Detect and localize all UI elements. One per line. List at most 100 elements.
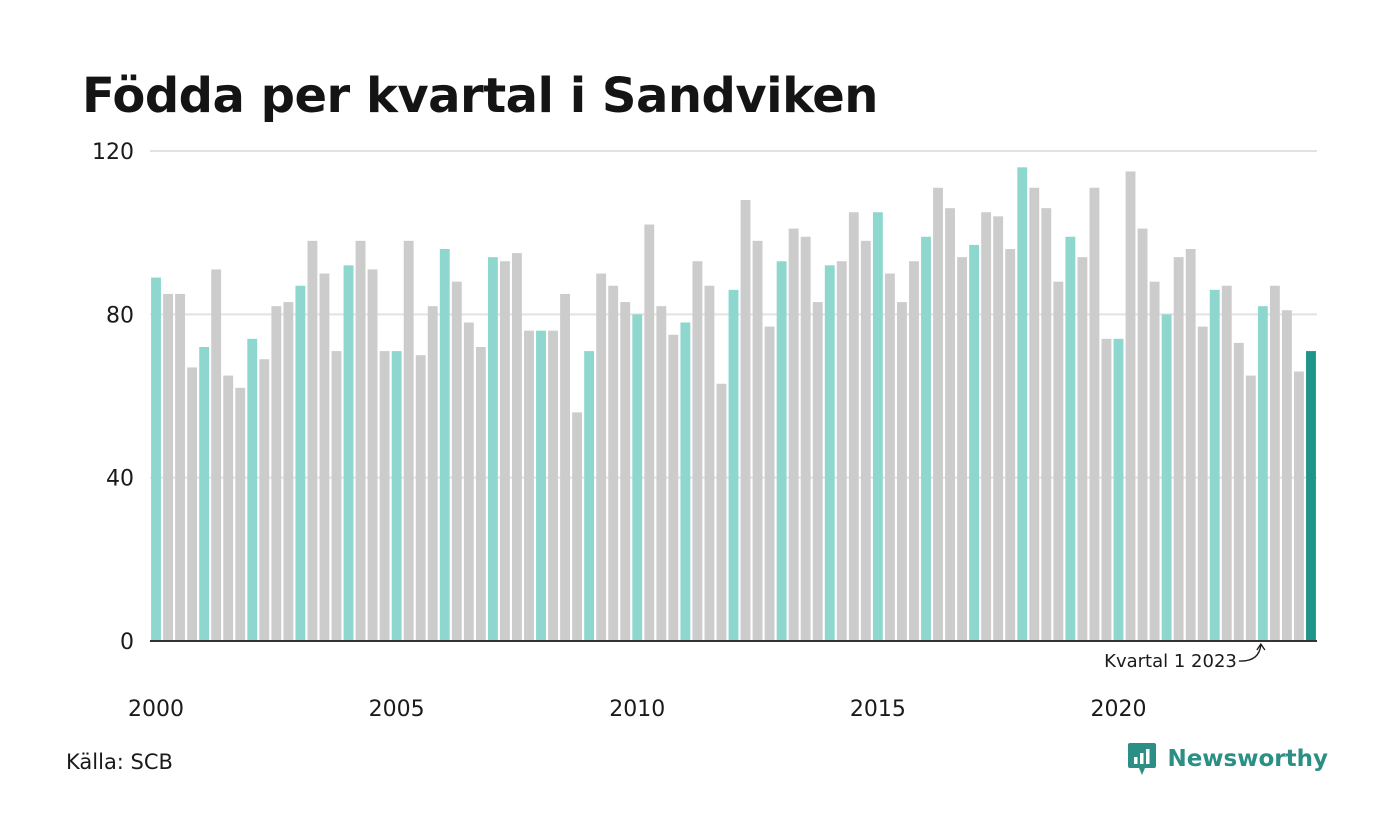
bar	[752, 240, 763, 642]
bar	[1065, 236, 1076, 641]
annotation-arrow	[1238, 642, 1266, 662]
bar	[860, 240, 871, 642]
bar	[536, 330, 546, 641]
bar	[1149, 281, 1160, 641]
y-tick-label: 120	[92, 140, 134, 165]
bar	[1269, 285, 1280, 641]
bar	[716, 383, 727, 641]
x-tick-label: 2005	[369, 697, 425, 722]
bar	[512, 253, 522, 642]
bar	[163, 293, 173, 641]
bar	[836, 261, 847, 641]
bar	[921, 236, 931, 641]
bar	[439, 249, 450, 641]
bar	[1306, 351, 1316, 641]
bar	[175, 293, 186, 641]
bar	[969, 244, 980, 641]
bar	[199, 347, 210, 641]
bar	[487, 257, 498, 641]
bar	[1005, 249, 1016, 641]
bar	[656, 306, 667, 641]
bar	[1233, 342, 1244, 641]
bar	[415, 355, 426, 641]
bar	[499, 261, 510, 641]
brand-name: Newsworthy	[1167, 746, 1328, 772]
bar	[319, 273, 330, 641]
bar	[355, 240, 366, 642]
bar	[704, 285, 715, 641]
bar	[608, 285, 619, 641]
annotation-label: Kvartal 1 2023	[1104, 651, 1237, 672]
bar	[1257, 306, 1268, 641]
y-tick-label: 0	[120, 630, 134, 655]
bar	[187, 367, 198, 641]
bar	[1017, 167, 1028, 642]
x-tick-label: 2015	[850, 697, 906, 722]
bar	[945, 208, 955, 641]
x-tick-label: 2010	[609, 697, 665, 722]
bar	[151, 277, 161, 641]
x-tick-label: 2000	[128, 697, 184, 722]
bar	[981, 212, 992, 641]
bar	[824, 265, 835, 641]
bar	[1125, 171, 1136, 641]
bar	[632, 314, 643, 641]
bar	[367, 269, 378, 641]
x-axis-ticks: 2000 2005 2010 2015 2020	[128, 697, 1146, 722]
bar	[740, 200, 751, 641]
bar	[403, 240, 414, 642]
bar	[1041, 208, 1052, 641]
bar	[800, 236, 811, 641]
bar	[524, 330, 534, 641]
bar	[283, 302, 294, 641]
bar	[379, 351, 390, 641]
bar	[548, 330, 558, 641]
bar	[584, 351, 595, 641]
bar	[463, 322, 474, 641]
bar	[680, 322, 691, 641]
bar	[331, 351, 342, 641]
bar	[1137, 228, 1148, 642]
bar	[1245, 375, 1256, 641]
bar	[872, 212, 883, 641]
bar	[776, 261, 787, 641]
bar	[247, 338, 258, 641]
bar	[957, 257, 968, 641]
bar	[295, 285, 306, 641]
bar	[1209, 289, 1220, 641]
bar	[391, 351, 402, 641]
bar	[764, 326, 775, 641]
y-tick-label: 80	[106, 303, 134, 328]
bar	[572, 412, 583, 641]
y-axis-ticks: 0 40 80 120	[92, 140, 134, 655]
bar	[307, 240, 318, 642]
bar	[1161, 314, 1172, 641]
bar	[993, 216, 1004, 642]
bar	[475, 347, 486, 641]
bar	[848, 212, 859, 641]
bar	[644, 224, 655, 641]
bar	[788, 228, 799, 642]
bar	[933, 187, 943, 641]
bar	[620, 302, 631, 641]
bar	[1221, 285, 1232, 641]
newsworthy-icon	[1128, 743, 1157, 775]
bar	[1281, 310, 1292, 641]
brand-logo: Newsworthy	[1127, 742, 1328, 776]
bar	[668, 334, 679, 641]
bar	[1294, 371, 1304, 641]
bar	[427, 306, 438, 641]
bar	[451, 281, 462, 641]
chart-title: Födda per kvartal i Sandviken	[82, 68, 878, 124]
bar	[1185, 249, 1196, 641]
y-tick-label: 40	[106, 467, 134, 492]
bar	[1029, 187, 1040, 641]
bar	[560, 293, 570, 641]
bar	[235, 387, 246, 641]
latest-annotation: Kvartal 1 2023	[1104, 642, 1266, 672]
bar	[909, 261, 919, 641]
bar	[259, 359, 270, 641]
bar-chart: 0 40 80 120 2000 2005 2010 2015 2020 Kvartal 1 …	[92, 140, 1317, 722]
bars	[151, 167, 1316, 642]
bar	[596, 273, 607, 641]
